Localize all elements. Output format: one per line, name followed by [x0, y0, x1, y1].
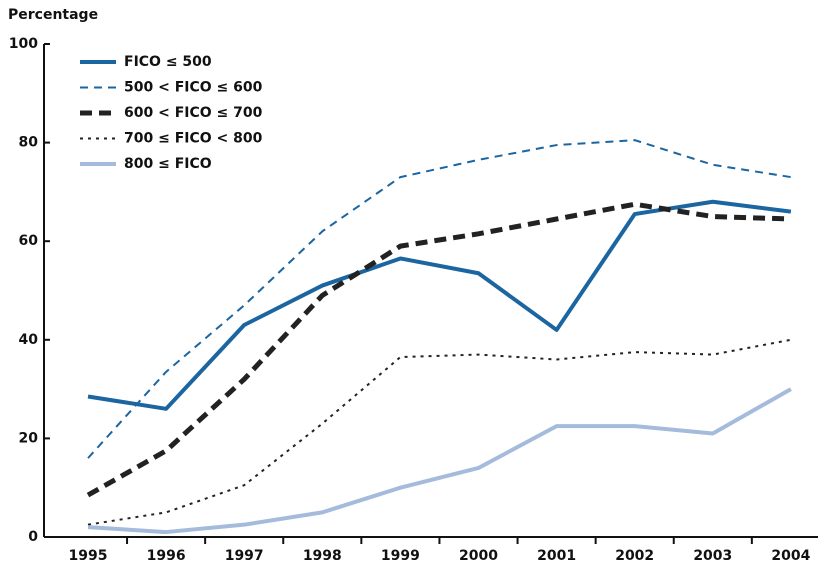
- y-tick-label: 40: [19, 332, 39, 348]
- x-tick-label: 2003: [693, 548, 732, 564]
- y-tick-label: 100: [9, 36, 38, 52]
- legend-label: 700 ≤ FICO < 800: [124, 131, 263, 147]
- series-line: [87, 338, 792, 526]
- y-axis-title: Percentage: [8, 7, 98, 23]
- y-tick-label: 0: [28, 529, 38, 545]
- x-tick-label: 2001: [537, 548, 576, 564]
- legend-label: FICO ≤ 500: [124, 54, 212, 70]
- series-line: [87, 139, 792, 459]
- x-tick-label: 1999: [381, 548, 420, 564]
- x-tick-label: 2000: [459, 548, 498, 564]
- legend-label: 600 < FICO ≤ 700: [124, 105, 263, 121]
- y-tick-label: 20: [19, 430, 39, 446]
- x-tick-label: 2004: [771, 548, 810, 564]
- y-tick-label: 80: [19, 135, 39, 151]
- x-tick-label: 1998: [303, 548, 342, 564]
- series-line: [87, 199, 792, 411]
- y-tick-label: 60: [19, 233, 39, 249]
- x-tick-label: 2002: [615, 548, 654, 564]
- legend-label: 500 < FICO ≤ 600: [124, 80, 263, 96]
- x-tick-label: 1997: [225, 548, 264, 564]
- series-line: [87, 387, 792, 535]
- x-tick-label: 1996: [147, 548, 186, 564]
- x-tick-label: 1995: [69, 548, 108, 564]
- series-line: [86, 201, 791, 498]
- legend-label: 800 ≤ FICO: [124, 156, 212, 172]
